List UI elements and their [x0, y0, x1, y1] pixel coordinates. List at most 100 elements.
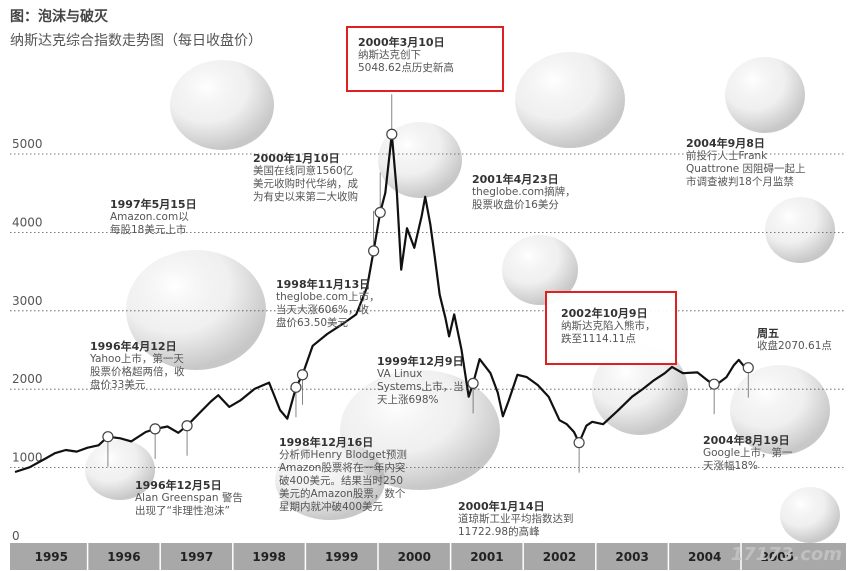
annotation-line: 每股18美元上市 — [110, 224, 187, 236]
x-axis-bar: 1995 1996 1997 1998 1999 2000 2001 2002 2003 2004… — [10, 543, 846, 570]
y-tick-label: 0 — [12, 529, 20, 543]
annotation-friday: 周五 收盘2070.61点 — [757, 327, 832, 353]
annotation-line: Amazon股票将在一年内突 — [279, 462, 406, 474]
annotation-line: 出现了“非理性泡沫” — [135, 505, 230, 517]
annotation-line: 11722.98的高峰 — [458, 526, 540, 538]
grid-lines — [10, 153, 846, 469]
x-tick-label: 2002 — [543, 550, 576, 564]
y-tick-label: 2000 — [12, 372, 43, 386]
annotation-date: 1997年5月15日 — [110, 198, 197, 211]
x-tick-label: 1999 — [325, 550, 358, 564]
annotation-date: 2004年9月8日 — [686, 137, 765, 150]
event-markers — [102, 128, 754, 449]
event-marker — [467, 377, 479, 389]
annotation-line: Alan Greenspan 警告 — [135, 492, 243, 504]
annotation-date: 1998年12月16日 — [279, 436, 374, 449]
x-tick-label: 1997 — [180, 550, 213, 564]
x-tick-label: 2005 — [761, 550, 794, 564]
annotation-line: 为有史以来第二大收购 — [253, 191, 358, 203]
x-tick-label: 2004 — [688, 550, 721, 564]
annotation-2004-08-19: 2004年8月19日 Google上市，第一 天涨幅18% — [703, 434, 793, 473]
annotation-1999-12-09: 1999年12月9日 VA Linux Systems上市，当 天上涨698% — [377, 355, 464, 407]
annotation-line: Systems上市，当 — [377, 381, 464, 393]
event-marker — [102, 431, 114, 443]
annotation-1998-12-16: 1998年12月16日 分析师Henry Blodget预测 Amazon股票将… — [279, 436, 407, 514]
bubble — [780, 487, 840, 543]
annotation-line: 美元收购时代华纳，成 — [253, 178, 358, 190]
annotation-line: 天上涨698% — [377, 394, 439, 406]
annotation-1998-11-13: 1998年11月13日 theglobe.com上市， 当天大涨606%，收 盘… — [276, 278, 380, 330]
bubble — [730, 365, 830, 455]
annotation-line: theglobe.com摘牌， — [472, 186, 576, 198]
annotation-line: 股票价格超两倍，收 — [90, 366, 185, 378]
bubble — [502, 235, 578, 305]
bubble — [170, 60, 274, 150]
annotation-1996-04-12: 1996年4月12日 Yahoo上市，第一天 股票价格超两倍，收 盘价33美元 — [90, 340, 185, 392]
annotation-2001-04-23: 2001年4月23日 theglobe.com摘牌， 股票收盘价16美分 — [472, 173, 576, 212]
annotation-line: 5048.62点历史新高 — [358, 62, 454, 74]
annotation-date: 1996年4月12日 — [90, 340, 177, 353]
annotation-2000-01-14: 2000年1月14日 道琼斯工业平均指数达到 11722.98的高峰 — [458, 500, 574, 539]
annotation-date: 2002年10月9日 — [561, 307, 648, 320]
annotation-line: Amazon.com以 — [110, 211, 189, 223]
chart-title: 图：泡沫与破灭 — [10, 9, 108, 25]
x-axis-band — [10, 543, 846, 570]
bubble — [340, 370, 500, 490]
x-tick-label: 2000 — [398, 550, 431, 564]
annotation-date: 2000年1月10日 — [253, 152, 340, 165]
event-marker — [742, 362, 754, 374]
annotation-line: 道琼斯工业平均指数达到 — [458, 513, 574, 525]
annotation-date: 2000年1月14日 — [458, 500, 545, 513]
annotation-line: 纳斯达克创下 — [358, 49, 421, 61]
annotation-line: 收盘2070.61点 — [757, 340, 832, 352]
y-tick-label: 4000 — [12, 215, 43, 229]
annotation-line: Google上市，第一 — [703, 447, 793, 459]
title-block: 图：泡沫与破灭 纳斯达克综合指数走势图（每日收盘价） — [10, 6, 262, 50]
annotation-line: 盘价33美元 — [90, 379, 146, 391]
annotation-line: 股票收盘价16美分 — [472, 199, 559, 211]
x-tick-label: 2003 — [615, 550, 648, 564]
x-tick-label: 2001 — [470, 550, 503, 564]
annotation-line: 前投行人士Frank — [686, 150, 768, 162]
bubble — [126, 250, 266, 370]
annotation-line: 跌至1114.11点 — [561, 333, 636, 345]
annotation-line: 盘价63.50美元 — [276, 317, 349, 329]
nasdaq-series-line — [14, 133, 749, 474]
annotation-line: VA Linux — [377, 368, 423, 380]
event-marker — [386, 128, 398, 140]
annotation-line: 当天大涨606%，收 — [276, 304, 370, 316]
x-tick-label: 1998 — [252, 550, 285, 564]
event-marker — [290, 381, 302, 393]
bubble — [725, 57, 805, 133]
annotation-line: 市调查被判18个月监禁 — [686, 176, 794, 188]
annotation-line: 星期内就冲破400美元 — [279, 501, 384, 513]
bubble — [515, 52, 625, 148]
y-tick-label: 1000 — [12, 451, 43, 465]
annotation-line: 美元的Amazon股票，数个 — [279, 488, 406, 500]
bubble — [378, 122, 462, 198]
annotation-line: Yahoo上市，第一天 — [90, 353, 184, 365]
annotation-2000-03-10: 2000年3月10日 纳斯达克创下 5048.62点历史新高 — [346, 26, 504, 92]
bubble — [765, 197, 835, 263]
annotation-line: 美国在线同意1560亿 — [253, 165, 354, 177]
y-tick-label: 3000 — [12, 294, 43, 308]
annotation-date: 1996年12月5日 — [135, 479, 222, 492]
chart-subtitle: 纳斯达克综合指数走势图（每日收盘价） — [10, 33, 262, 49]
bubble — [275, 440, 385, 520]
event-marker — [149, 423, 161, 435]
event-marker — [374, 206, 386, 219]
annotation-date: 1998年11月13日 — [276, 278, 371, 291]
watermark-logo: 17173.com — [730, 544, 842, 565]
event-marker — [368, 245, 380, 257]
annotation-2004-09-08: 2004年9月8日 前投行人士Frank Quattrone 因阻碍一起上 市调… — [686, 137, 806, 189]
annotation-line: Quattrone 因阻碍一起上 — [686, 163, 806, 175]
y-axis-ticks: 0 1000 2000 3000 4000 5000 — [12, 137, 43, 543]
annotation-2002-10-09: 2002年10月9日 纳斯达克陷入熊市， 跌至1114.11点 — [545, 291, 677, 365]
annotation-1997-05-15: 1997年5月15日 Amazon.com以 每股18美元上市 — [110, 198, 197, 237]
x-tick-label: 1995 — [35, 550, 68, 564]
annotation-2000-01-10: 2000年1月10日 美国在线同意1560亿 美元收购时代华纳，成 为有史以来第… — [253, 152, 358, 204]
annotation-line: theglobe.com上市， — [276, 291, 380, 303]
annotation-line: 破400美元。结果当时250 — [279, 475, 404, 487]
y-tick-label: 5000 — [12, 137, 43, 151]
event-marker — [296, 369, 309, 381]
